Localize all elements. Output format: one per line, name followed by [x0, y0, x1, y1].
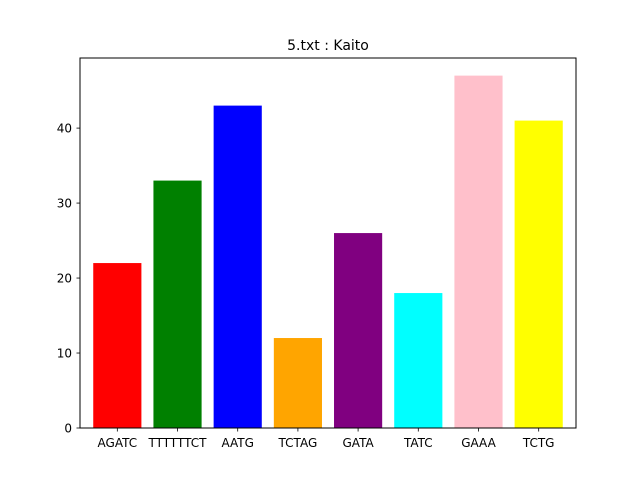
- bar-agatc: [93, 263, 142, 428]
- bar-tctag: [273, 338, 322, 428]
- y-tick-label: 10: [57, 347, 72, 361]
- bar-ttttttct: [153, 180, 202, 428]
- x-tick-label: TCTAG: [278, 436, 318, 450]
- plot-frame: [79, 57, 577, 429]
- y-tick-label: 0: [64, 422, 72, 436]
- bar-gata: [334, 233, 383, 428]
- x-tick-label: TATC: [403, 436, 433, 450]
- x-tick-label: TCTG: [522, 436, 555, 450]
- bar-gaaa: [454, 75, 503, 429]
- x-axis: AGATC TTTTTTCT AATG TCTAG GATA TATC GAAA TCTG: [98, 428, 555, 450]
- y-tick-label: 20: [57, 272, 72, 286]
- y-tick-label: 40: [57, 122, 72, 136]
- y-tick-label: 30: [57, 197, 72, 211]
- bar-aatg: [213, 105, 262, 429]
- x-tick-label: GATA: [343, 436, 375, 450]
- bars-group: [93, 75, 563, 429]
- x-tick-label: TTTTTTCT: [148, 436, 208, 450]
- x-tick-label: GAAA: [461, 436, 496, 450]
- y-axis: 0 10 20 30 40: [57, 122, 80, 436]
- bar-tatc: [394, 293, 443, 428]
- bar-tctg: [514, 120, 563, 428]
- x-tick-label: AATG: [221, 436, 253, 450]
- chart-title: 5.txt : Kaito: [287, 38, 369, 54]
- x-tick-label: AGATC: [98, 436, 138, 450]
